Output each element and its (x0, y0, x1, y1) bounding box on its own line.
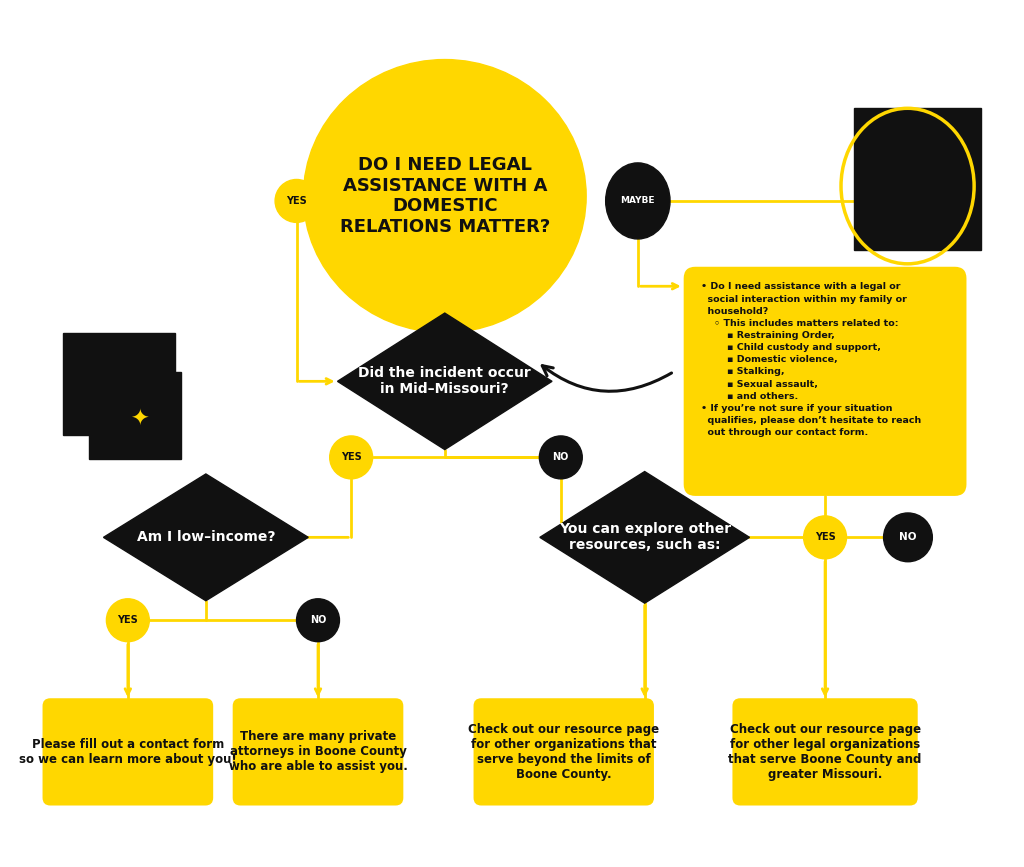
Text: Please fill out a contact form
so we can learn more about you!: Please fill out a contact form so we can… (19, 738, 237, 766)
Polygon shape (103, 474, 308, 601)
Text: YES: YES (118, 616, 138, 625)
Polygon shape (338, 313, 552, 450)
Text: You can explore other
resources, such as:: You can explore other resources, such as… (559, 522, 731, 552)
FancyBboxPatch shape (62, 333, 175, 435)
Ellipse shape (605, 163, 670, 239)
Circle shape (540, 436, 583, 479)
Text: Am I low–income?: Am I low–income? (136, 531, 275, 544)
Text: MAYBE: MAYBE (621, 197, 655, 205)
FancyBboxPatch shape (89, 372, 181, 460)
Text: There are many private
attorneys in Boone County
who are able to assist you.: There are many private attorneys in Boon… (228, 730, 408, 773)
FancyArrowPatch shape (543, 366, 672, 391)
FancyBboxPatch shape (473, 698, 654, 805)
Circle shape (297, 599, 340, 642)
Text: Check out our resource page
for other organizations that
serve beyond the limits: Check out our resource page for other or… (468, 723, 659, 781)
Circle shape (804, 516, 847, 559)
Circle shape (106, 599, 150, 642)
Text: YES: YES (815, 532, 836, 543)
Text: NO: NO (553, 453, 569, 462)
Text: NO: NO (899, 532, 916, 543)
Text: • Do I need assistance with a legal or
  social interaction within my family or
: • Do I need assistance with a legal or s… (701, 283, 922, 437)
Text: ✦: ✦ (130, 410, 150, 430)
FancyBboxPatch shape (232, 698, 403, 805)
Circle shape (275, 179, 318, 222)
Polygon shape (540, 472, 750, 603)
Text: Did the incident occur
in Mid–Missouri?: Did the incident occur in Mid–Missouri? (358, 366, 531, 396)
Circle shape (884, 513, 932, 562)
Ellipse shape (303, 60, 586, 333)
FancyBboxPatch shape (43, 698, 213, 805)
Text: DO I NEED LEGAL
ASSISTANCE WITH A
DOMESTIC
RELATIONS MATTER?: DO I NEED LEGAL ASSISTANCE WITH A DOMEST… (340, 156, 550, 236)
Text: Check out our resource page
for other legal organizations
that serve Boone Count: Check out our resource page for other le… (728, 723, 922, 781)
Circle shape (330, 436, 373, 479)
FancyBboxPatch shape (732, 698, 918, 805)
Text: YES: YES (341, 453, 361, 462)
Text: YES: YES (286, 196, 307, 206)
FancyBboxPatch shape (854, 108, 981, 250)
Text: NO: NO (310, 616, 327, 625)
FancyBboxPatch shape (684, 267, 967, 496)
